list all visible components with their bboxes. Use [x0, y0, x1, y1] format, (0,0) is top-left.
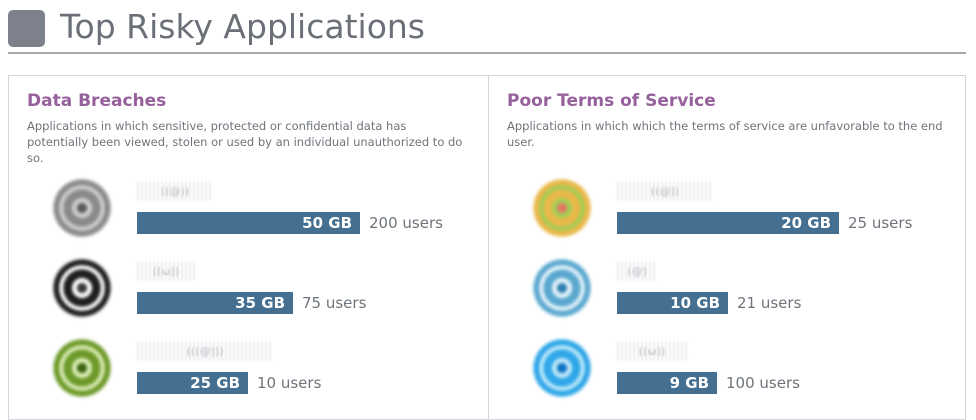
panel-title: Data Breaches	[27, 91, 167, 111]
page-title: Top Risky Applications	[60, 7, 425, 46]
black-ring-logo-icon	[53, 259, 111, 317]
app-row: ((@)) 50 GB 200 users	[9, 179, 488, 249]
app-name-redacted: (((@)))	[137, 341, 273, 361]
blue-rings-logo-icon	[533, 259, 591, 317]
data-breaches-panel: Data Breaches Applications in which sens…	[8, 75, 489, 420]
user-count: 100 users	[726, 374, 800, 392]
green-target-logo-icon	[53, 339, 111, 397]
app-row: ((@)) 20 GB 25 users	[489, 179, 965, 249]
app-row: ((ω)) 35 GB 75 users	[9, 259, 488, 329]
cyan-swirl-logo-icon	[533, 339, 591, 397]
data-volume-bar: 10 GB	[617, 292, 728, 314]
user-count: 25 users	[848, 214, 913, 232]
panel-description: Applications in which which the terms of…	[507, 119, 943, 149]
data-volume-bar: 9 GB	[617, 372, 717, 394]
app-row: ((ω)) 9 GB 100 users	[489, 339, 965, 409]
header-divider	[8, 52, 966, 54]
section-header: Top Risky Applications	[8, 4, 966, 54]
section-marker-icon	[8, 10, 45, 47]
data-volume-bar: 25 GB	[137, 372, 248, 394]
app-row: (@) 10 GB 21 users	[489, 259, 965, 329]
app-name-redacted: (@)	[617, 261, 657, 281]
panel-description: Applications in which sensitive, protect…	[27, 119, 463, 165]
app-name-redacted: ((@))	[137, 181, 213, 201]
app-name-redacted: ((ω))	[617, 341, 687, 361]
data-volume-bar: 35 GB	[137, 292, 293, 314]
data-volume-bar: 50 GB	[137, 212, 360, 234]
user-count: 75 users	[302, 294, 367, 312]
poor-terms-of-service-panel: Poor Terms of Service Applications in wh…	[488, 75, 966, 420]
user-count: 10 users	[257, 374, 322, 392]
panel-title: Poor Terms of Service	[507, 91, 716, 111]
app-name-redacted: ((@))	[617, 181, 713, 201]
gray-swirl-logo-icon	[53, 179, 111, 237]
data-volume-bar: 20 GB	[617, 212, 839, 234]
app-row: (((@))) 25 GB 10 users	[9, 339, 488, 409]
app-name-redacted: ((ω))	[137, 261, 195, 281]
multicolor-swirl-logo-icon	[533, 179, 591, 237]
user-count: 200 users	[369, 214, 443, 232]
user-count: 21 users	[737, 294, 802, 312]
